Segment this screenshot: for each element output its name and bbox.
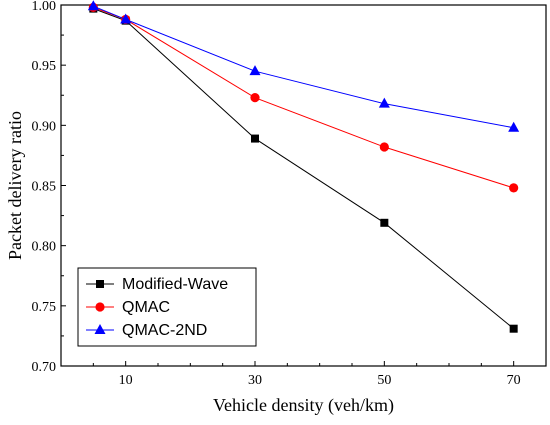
legend-marker <box>96 280 104 288</box>
y-tick-label-3: 0.85 <box>32 180 57 195</box>
data-point-2-4 <box>508 121 520 132</box>
legend-label: Modified-Wave <box>122 276 228 293</box>
data-point-1-2 <box>250 93 260 103</box>
legend-label: QMAC <box>122 299 170 316</box>
legend-item-1: QMAC <box>86 299 170 316</box>
series-line-1 <box>93 6 514 189</box>
y-tick-label-4: 0.90 <box>32 119 57 134</box>
y-tick-label-0: 0.70 <box>32 360 57 375</box>
x-tick-label-0: 10 <box>119 373 133 388</box>
y-tick-label-6: 1.00 <box>32 0 57 14</box>
series-qmac-2nd <box>87 0 520 132</box>
y-tick-label-5: 0.95 <box>32 59 57 74</box>
data-point-1-3 <box>379 142 389 152</box>
y-axis-title: Packet delivery ratio <box>5 111 25 260</box>
y-tick-label-2: 0.80 <box>32 240 57 255</box>
data-point-2-3 <box>378 97 390 108</box>
legend-item-2: QMAC-2ND <box>86 322 207 339</box>
data-point-2-1 <box>120 13 132 24</box>
y-tick-label-1: 0.75 <box>32 300 57 315</box>
data-point-2-0 <box>87 0 99 11</box>
legend-label: QMAC-2ND <box>122 322 207 339</box>
legend: Modified-Wave QMAC QMAC-2ND <box>77 267 257 347</box>
data-point-1-4 <box>509 183 519 193</box>
legend-item-0: Modified-Wave <box>86 276 228 293</box>
series-group <box>87 0 520 333</box>
x-axis-title: Vehicle density (veh/km) <box>213 395 394 416</box>
x-tick-label-3: 70 <box>507 373 521 388</box>
series-qmac <box>88 2 519 193</box>
data-point-0-4 <box>509 324 518 333</box>
x-tick-label-2: 50 <box>377 373 391 388</box>
data-point-2-2 <box>249 65 261 76</box>
data-point-0-2 <box>251 134 259 143</box>
series-line-2 <box>93 5 514 129</box>
axis-ticks: 10 30 50 70 0.70 0.75 0.80 0.85 0.90 0.95 1.00 <box>32 0 547 388</box>
legend-marker <box>95 302 105 312</box>
x-tick-label-1: 30 <box>248 373 262 388</box>
legend-marker <box>94 324 106 334</box>
data-point-0-3 <box>380 218 389 227</box>
